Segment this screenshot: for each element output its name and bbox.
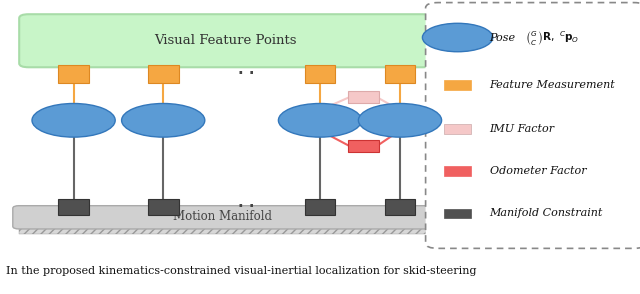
Text: Visual Feature Points: Visual Feature Points bbox=[154, 34, 297, 47]
FancyBboxPatch shape bbox=[444, 166, 471, 176]
Text: · ·: · · bbox=[238, 199, 255, 215]
Text: In the proposed kinematics-constrained visual-inertial localization for skid-ste: In the proposed kinematics-constrained v… bbox=[6, 266, 477, 276]
Circle shape bbox=[278, 103, 362, 137]
FancyBboxPatch shape bbox=[444, 124, 471, 134]
FancyBboxPatch shape bbox=[305, 65, 335, 83]
Text: Feature Measurement: Feature Measurement bbox=[490, 80, 615, 90]
FancyBboxPatch shape bbox=[13, 206, 432, 229]
Circle shape bbox=[32, 103, 115, 137]
Text: Odometer Factor: Odometer Factor bbox=[490, 166, 586, 176]
FancyBboxPatch shape bbox=[385, 65, 415, 83]
FancyBboxPatch shape bbox=[148, 199, 179, 215]
Circle shape bbox=[422, 23, 493, 52]
Text: Manifold Constraint: Manifold Constraint bbox=[490, 208, 603, 218]
Circle shape bbox=[122, 103, 205, 137]
FancyBboxPatch shape bbox=[305, 199, 335, 215]
FancyBboxPatch shape bbox=[348, 91, 379, 103]
FancyBboxPatch shape bbox=[58, 199, 89, 215]
Text: Motion Manifold: Motion Manifold bbox=[173, 210, 272, 223]
FancyBboxPatch shape bbox=[385, 199, 415, 215]
FancyBboxPatch shape bbox=[426, 3, 640, 248]
FancyBboxPatch shape bbox=[58, 65, 89, 83]
FancyBboxPatch shape bbox=[19, 14, 432, 67]
Circle shape bbox=[358, 103, 442, 137]
FancyBboxPatch shape bbox=[444, 208, 471, 218]
Text: · ·: · · bbox=[238, 66, 255, 81]
FancyBboxPatch shape bbox=[444, 81, 471, 90]
FancyBboxPatch shape bbox=[148, 65, 179, 83]
Text: Pose: Pose bbox=[490, 33, 516, 43]
FancyBboxPatch shape bbox=[348, 140, 379, 152]
Text: $\binom{G}{C}\mathbf{R},\ ^C\mathbf{p}_O$: $\binom{G}{C}\mathbf{R},\ ^C\mathbf{p}_O… bbox=[525, 29, 579, 46]
Text: IMU Factor: IMU Factor bbox=[490, 124, 555, 134]
Bar bbox=[19, 225, 426, 234]
